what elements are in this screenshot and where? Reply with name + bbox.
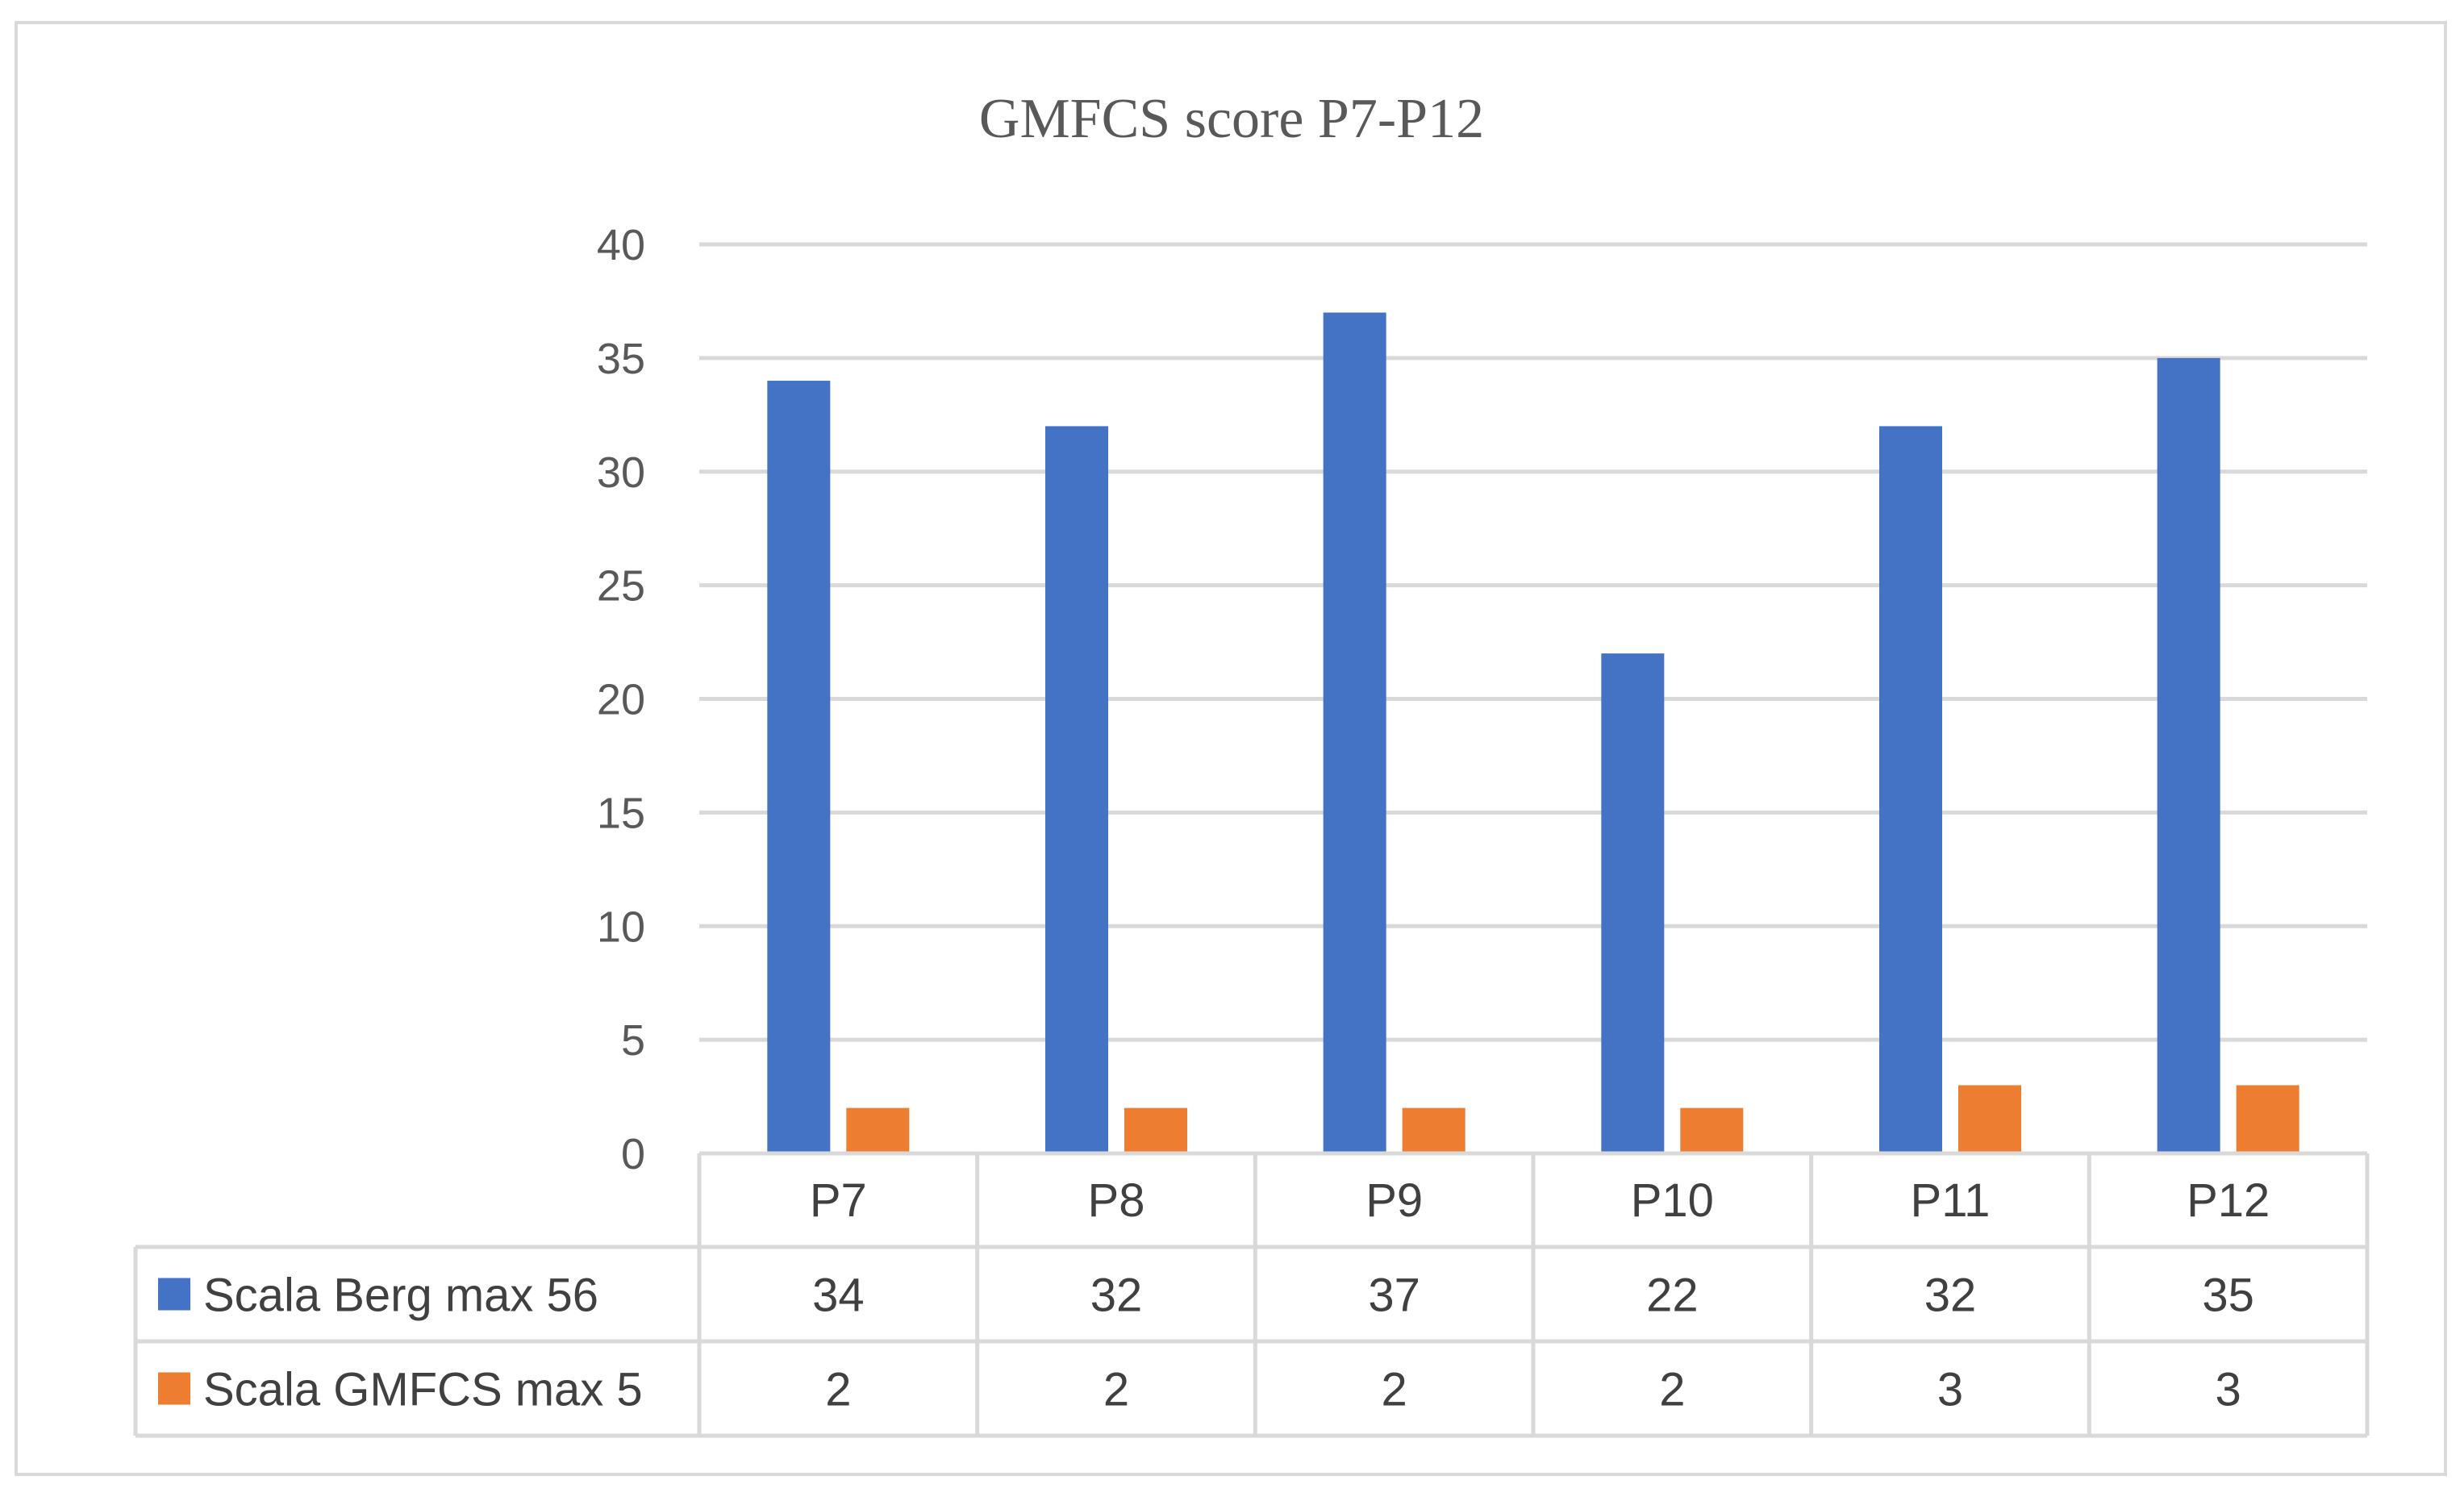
legend-label: Scala GMFCS max 5 bbox=[203, 1364, 643, 1416]
chart-title: GMFCS score P7-P12 bbox=[979, 88, 1484, 150]
bar-berg-P11 bbox=[1879, 426, 1942, 1153]
legend-label: Scala Berg max 56 bbox=[203, 1270, 598, 1322]
bar-gmfcs-P9 bbox=[1402, 1107, 1465, 1153]
data-table-value: 2 bbox=[825, 1364, 851, 1416]
data-table-value: 3 bbox=[1937, 1364, 1963, 1416]
y-tick-label: 0 bbox=[621, 1130, 645, 1178]
chart-border bbox=[15, 21, 2447, 1476]
bar-gmfcs-P8 bbox=[1124, 1107, 1187, 1153]
data-table-value: 2 bbox=[1659, 1364, 1685, 1416]
bar-berg-P10 bbox=[1601, 653, 1665, 1153]
x-tick-label: P7 bbox=[810, 1174, 867, 1227]
x-tick-label: P11 bbox=[1911, 1174, 1991, 1227]
data-table-value: 3 bbox=[2216, 1364, 2241, 1416]
bar-gmfcs-P11 bbox=[1958, 1085, 2021, 1153]
x-tick-label: P8 bbox=[1088, 1174, 1145, 1227]
legend-swatch bbox=[158, 1372, 190, 1405]
data-table-value: 37 bbox=[1368, 1270, 1420, 1322]
data-table-value: 22 bbox=[1646, 1270, 1699, 1322]
x-tick-label: P12 bbox=[2187, 1174, 2270, 1227]
data-table-value: 32 bbox=[1090, 1270, 1143, 1322]
y-tick-label: 15 bbox=[597, 789, 645, 837]
bars bbox=[767, 312, 2299, 1153]
x-tick-label: P10 bbox=[1631, 1174, 1714, 1227]
bar-berg-P12 bbox=[2157, 357, 2220, 1153]
bar-berg-P7 bbox=[767, 381, 831, 1153]
data-table-value: 34 bbox=[812, 1270, 865, 1322]
x-tick-label: P9 bbox=[1365, 1174, 1423, 1227]
y-tick-label: 25 bbox=[597, 562, 645, 611]
y-tick-label: 40 bbox=[597, 221, 645, 269]
y-tick-label: 10 bbox=[597, 903, 645, 951]
y-tick-label: 5 bbox=[621, 1016, 645, 1065]
legend-swatch bbox=[158, 1278, 190, 1311]
data-table-value: 35 bbox=[2202, 1270, 2254, 1322]
y-tick-label: 30 bbox=[597, 448, 645, 497]
bar-gmfcs-P12 bbox=[2236, 1085, 2299, 1153]
data-table-value: 2 bbox=[1103, 1364, 1129, 1416]
bar-gmfcs-P7 bbox=[846, 1107, 910, 1153]
data-table-value: 2 bbox=[1382, 1364, 1407, 1416]
bar-gmfcs-P10 bbox=[1680, 1107, 1744, 1153]
gridlines bbox=[699, 242, 2367, 1042]
y-tick-label: 20 bbox=[597, 676, 645, 724]
bar-berg-P8 bbox=[1045, 426, 1108, 1153]
y-axis-tick-labels: 0 5 10 15 20 25 30 35 40 bbox=[597, 221, 645, 1178]
y-tick-label: 35 bbox=[597, 335, 645, 383]
data-table-value: 32 bbox=[1924, 1270, 1977, 1322]
bar-berg-P9 bbox=[1323, 312, 1386, 1153]
